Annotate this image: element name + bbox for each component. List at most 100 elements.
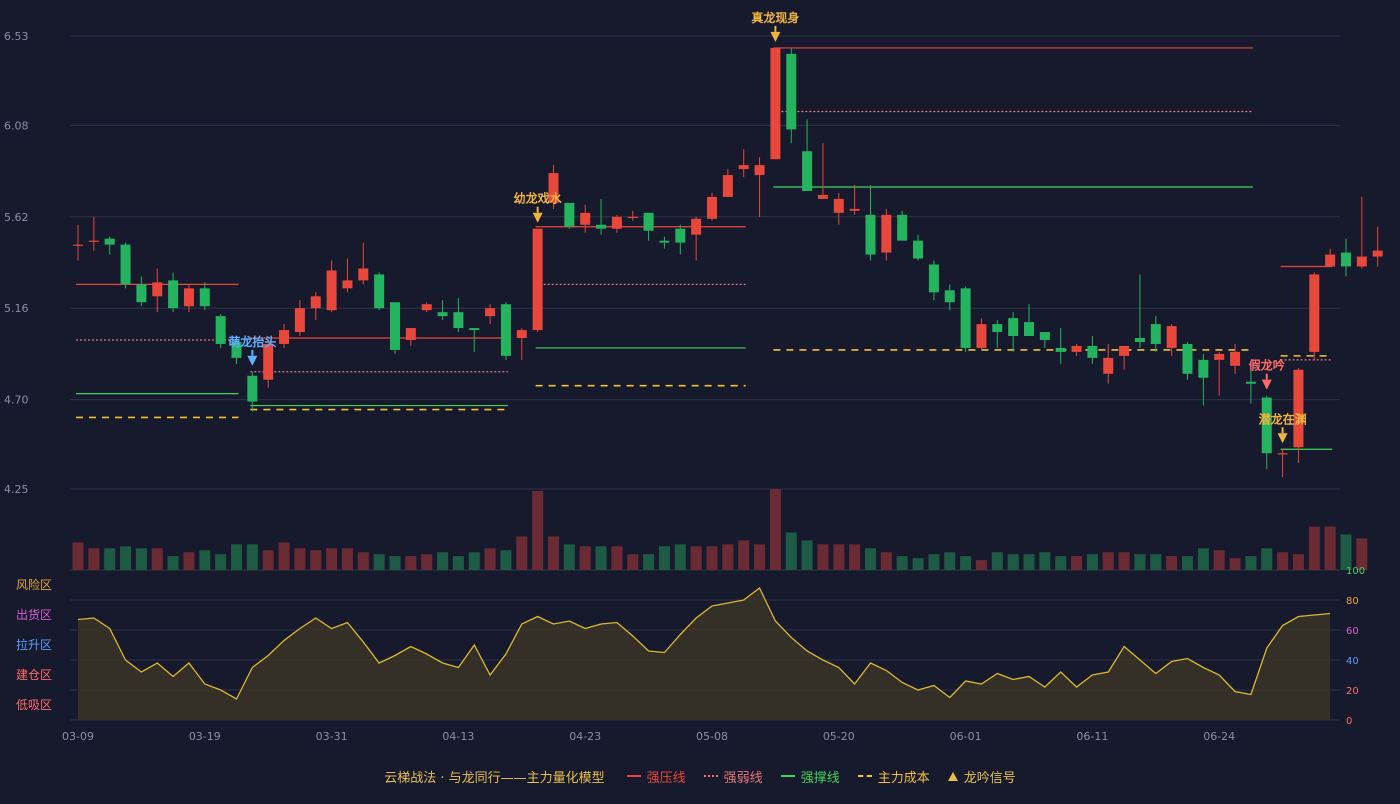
volume-bar bbox=[278, 542, 290, 570]
candle-body bbox=[627, 216, 638, 219]
date-tick-label: 04-13 bbox=[442, 730, 474, 743]
volume-bar bbox=[690, 546, 702, 570]
volume-bar bbox=[294, 548, 306, 570]
volume-bar bbox=[405, 556, 417, 570]
volume-bar bbox=[373, 554, 385, 570]
volume-bar bbox=[421, 554, 433, 570]
candle-body bbox=[754, 165, 765, 176]
volume-bar bbox=[326, 548, 338, 570]
candle-body bbox=[992, 324, 1003, 333]
volume-bar bbox=[389, 556, 401, 570]
volume-bar bbox=[960, 556, 972, 570]
volume-bar bbox=[548, 536, 559, 570]
candle-body bbox=[1182, 343, 1193, 374]
signal-label: 萌龙抬头 bbox=[228, 334, 276, 349]
candle-body bbox=[326, 270, 337, 311]
candle-body bbox=[928, 264, 939, 293]
candle-body bbox=[1055, 347, 1066, 352]
indicator-tick-label: 20 bbox=[1346, 686, 1359, 697]
volume-bar bbox=[532, 490, 544, 570]
candle-body bbox=[231, 341, 242, 358]
candle-body bbox=[1214, 353, 1225, 360]
volume-bar bbox=[437, 552, 449, 570]
volume-bar bbox=[722, 544, 734, 570]
candle-body bbox=[358, 268, 369, 281]
volume-bar bbox=[595, 546, 607, 570]
volume-bar bbox=[1071, 556, 1083, 570]
volume-bar bbox=[468, 552, 480, 570]
indicator-tick-label: 60 bbox=[1346, 626, 1359, 637]
volume-bar bbox=[1150, 554, 1162, 570]
volume-bar bbox=[627, 554, 639, 570]
candle-body bbox=[485, 308, 496, 317]
candle-body bbox=[833, 198, 844, 213]
signal-arrow-icon bbox=[1261, 379, 1272, 390]
volume-bar bbox=[1182, 556, 1193, 570]
volume-bar bbox=[1356, 538, 1368, 570]
volume-bar bbox=[817, 544, 829, 570]
candle-body bbox=[1087, 345, 1098, 358]
volume-bar bbox=[896, 556, 908, 570]
candle-body bbox=[437, 312, 448, 317]
candle-body bbox=[1071, 345, 1082, 352]
indicator-tick-label: 100 bbox=[1346, 566, 1365, 577]
candle-body bbox=[1325, 254, 1336, 267]
volume-bar bbox=[120, 546, 132, 570]
legend-item-weak: 强弱线 bbox=[703, 767, 763, 786]
zone-label: 出货区 bbox=[16, 607, 52, 622]
volume-bar bbox=[975, 560, 987, 570]
candle-body bbox=[1198, 359, 1209, 378]
candle-body bbox=[1119, 345, 1130, 356]
signal-label: 潜龙在渊 bbox=[1259, 411, 1307, 426]
date-tick-label: 05-08 bbox=[696, 730, 728, 743]
candle-body bbox=[294, 308, 305, 333]
legend-swatch-cost bbox=[857, 775, 872, 777]
candle-body bbox=[659, 240, 670, 243]
volume-bar bbox=[563, 544, 575, 570]
volume-bar bbox=[357, 552, 369, 570]
volume-bar bbox=[1245, 556, 1257, 570]
volume-bar bbox=[801, 540, 813, 570]
volume-bar bbox=[1055, 556, 1067, 570]
price-tick-label: 6.08 bbox=[4, 119, 29, 132]
legend-label-pressure: 强压线 bbox=[646, 770, 686, 786]
candle-body bbox=[913, 240, 924, 259]
candle-body bbox=[1245, 381, 1256, 384]
candle-body bbox=[817, 194, 828, 199]
signal-arrow-icon bbox=[770, 31, 781, 42]
price-tick-label: 4.70 bbox=[4, 394, 29, 407]
legend-swatch-support bbox=[780, 775, 795, 777]
legend-item-signal: 龙吟信号 bbox=[947, 767, 1016, 786]
candle-body bbox=[675, 228, 686, 243]
candle-body bbox=[1309, 274, 1320, 352]
candle-body bbox=[310, 296, 321, 309]
volume-bar bbox=[785, 532, 797, 570]
volume-bar bbox=[991, 552, 1003, 570]
candle-body bbox=[1277, 453, 1288, 455]
candle-body bbox=[611, 216, 622, 229]
candle-body bbox=[263, 343, 274, 380]
volume-bar bbox=[674, 544, 686, 570]
signal-label: 假龙吟 bbox=[1249, 358, 1285, 373]
candle-body bbox=[643, 212, 654, 231]
candle-body bbox=[500, 304, 511, 356]
candle-body bbox=[136, 284, 147, 303]
zone-label: 建仓区 bbox=[16, 668, 52, 682]
volume-bar bbox=[833, 544, 845, 570]
candle-body bbox=[580, 212, 591, 225]
volume-bar bbox=[912, 558, 924, 570]
volume-bar bbox=[1340, 534, 1352, 570]
candle-body bbox=[152, 282, 163, 297]
candle-body bbox=[516, 330, 527, 338]
legend-label-weak: 强弱线 bbox=[723, 770, 763, 786]
volume-bar bbox=[880, 552, 892, 570]
volume-bar bbox=[452, 556, 464, 570]
volume-bar bbox=[658, 546, 670, 570]
volume-bar bbox=[643, 554, 655, 570]
candle-body bbox=[215, 316, 226, 344]
candle-body bbox=[1008, 318, 1019, 337]
volume-bar bbox=[706, 546, 718, 570]
volume-bar bbox=[1308, 526, 1320, 570]
volume-bar bbox=[1007, 554, 1019, 570]
candle-body bbox=[596, 224, 607, 229]
